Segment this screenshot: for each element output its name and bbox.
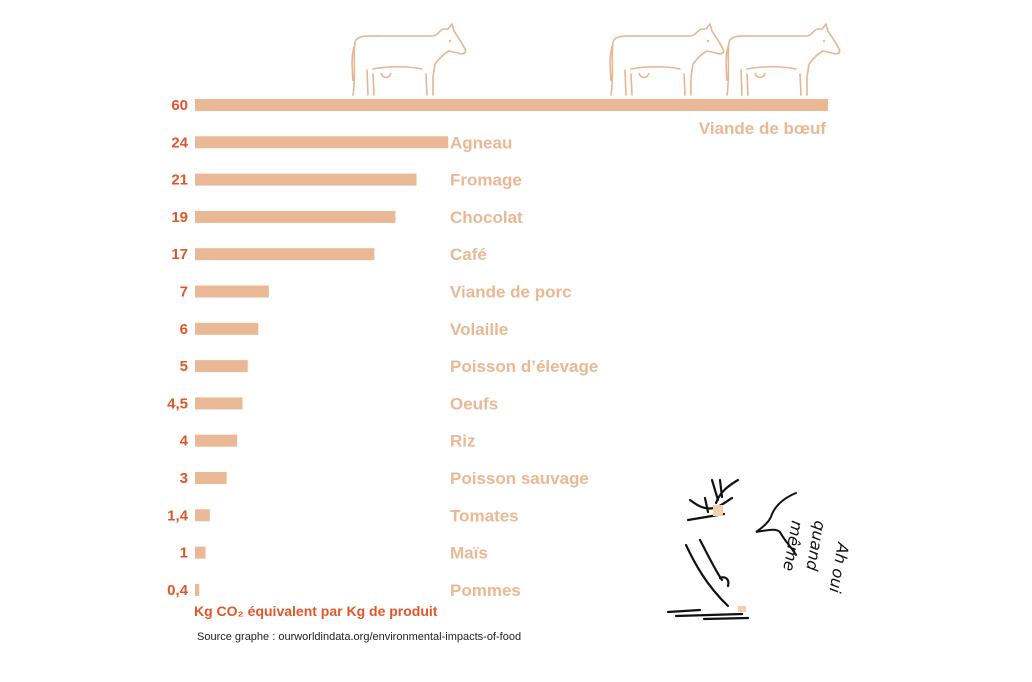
x-axis-unit-label: Kg CO₂ équivalent par Kg de produit [194,603,438,619]
bar [195,99,828,111]
cow-icon [725,23,841,96]
bar [195,546,206,559]
value-label: 4,5 [167,395,188,412]
value-label: 7 [180,284,188,301]
character-paw-patch [738,606,746,612]
value-label: 24 [171,134,188,151]
bar [195,360,248,373]
value-label: 60 [171,97,188,114]
cow-icon [609,23,725,96]
bar [195,173,417,186]
category-label: Agneau [450,133,512,152]
category-labels-group: Viande de bœuf Agneau Fromage Chocolat Café V… [450,119,826,600]
cow-illustrations [351,23,841,96]
category-label: Oeufs [450,394,498,413]
value-label: 4 [180,433,189,450]
speech-bubble-line-1: Ah oui [825,540,853,595]
category-label: Viande de bœuf [699,119,827,138]
bar [195,248,375,261]
bar [195,397,243,410]
source-label: Source graphe : ourworldindata.org/envir… [197,631,522,643]
category-label: Café [450,245,487,264]
value-label: 19 [171,209,188,226]
bars-group [195,99,828,596]
category-label: Riz [450,432,476,451]
value-label: 3 [180,470,188,487]
value-label: 17 [171,246,188,263]
bar [195,136,449,149]
bar [195,285,269,298]
value-label: 0,4 [167,582,189,599]
fox-character-drawing [666,478,750,621]
category-label: Volaille [450,320,508,339]
bar [195,434,238,447]
value-label: 6 [180,321,188,338]
category-label: Viande de porc [450,283,572,302]
value-labels-group: 60 24 21 19 17 7 6 5 4,5 4 3 1,4 1 0,4 [167,97,189,599]
value-label: 1,4 [167,507,189,524]
category-label: Chocolat [450,208,523,227]
bar [195,472,227,484]
value-label: 5 [180,358,188,375]
bar [195,210,396,223]
cow-icon [351,23,467,96]
speech-bubble-tail [755,492,797,556]
bar [195,322,259,335]
value-label: 1 [180,545,188,562]
category-label: Tomates [450,506,519,525]
category-label: Poisson d’élevage [450,357,598,376]
category-label: Poisson sauvage [450,469,589,488]
value-label: 21 [171,172,188,189]
bar [195,583,200,596]
category-label: Pommes [450,581,521,600]
bar [195,509,210,522]
speech-bubble-line-3: même [779,519,807,573]
character-face-patch [713,505,723,516]
category-label: Maïs [450,544,488,563]
category-label: Fromage [450,171,522,190]
